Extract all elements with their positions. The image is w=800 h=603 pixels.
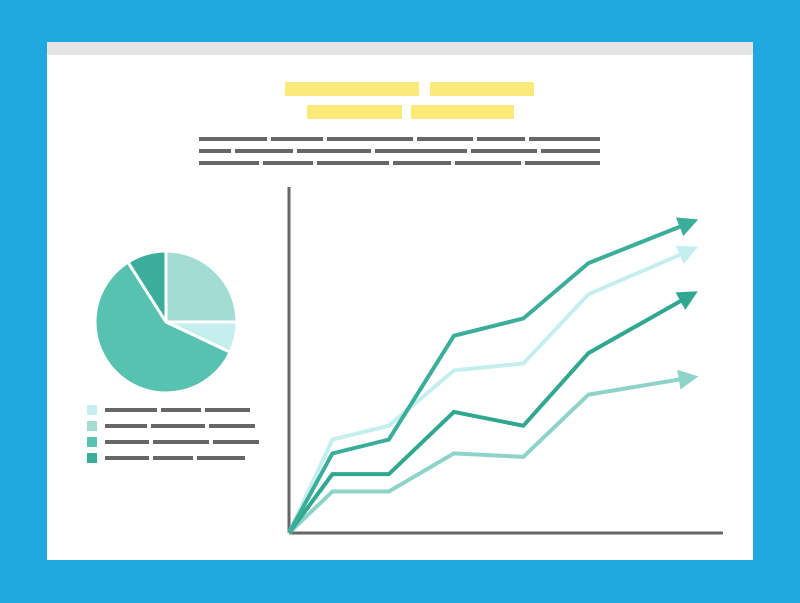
text-line-placeholder [529,137,600,141]
legend-swatch [87,453,97,463]
legend-swatch [87,437,97,447]
pie-slice [93,260,232,395]
series-line [287,292,694,535]
series-line [287,375,693,535]
series-line [287,219,694,534]
text-line-placeholder [199,161,259,165]
legend-label-placeholder [151,424,205,428]
legend-label-placeholder [213,440,259,444]
arrow-head-icon [675,291,698,310]
pie-slice [164,249,239,324]
legend-label-placeholder [153,440,209,444]
legend-label-placeholder [205,408,250,412]
heading-placeholder [307,105,402,119]
text-line-placeholder [297,149,371,153]
text-line-placeholder [541,149,600,153]
series-line [287,247,694,534]
legend-label-placeholder [105,440,149,444]
arrow-head-icon [677,369,699,390]
legend-label-placeholder [105,456,149,460]
legend-label-placeholder [197,456,245,460]
legend-swatch [87,421,97,431]
legend-label-placeholder [153,456,193,460]
heading-placeholder [430,82,534,96]
window-title-bar [47,42,753,55]
text-line-placeholder [327,137,413,141]
text-line-placeholder [271,137,323,141]
text-line-placeholder [471,149,537,153]
pie-slice [126,249,168,324]
text-line-placeholder [235,149,293,153]
text-line-placeholder [525,161,600,165]
heading-placeholder [411,105,514,119]
arrow-head-icon [675,245,699,265]
text-line-placeholder [477,137,525,141]
text-line-placeholder [199,137,267,141]
legend-label-placeholder [209,424,255,428]
text-line-placeholder [417,137,473,141]
legend-swatch [87,405,97,415]
heading-placeholder [285,82,419,96]
text-line-placeholder [455,161,521,165]
text-line-placeholder [393,161,451,165]
text-line-placeholder [375,149,467,153]
text-line-placeholder [199,149,231,153]
legend-label-placeholder [105,408,157,412]
text-line-placeholder [317,161,389,165]
text-line-placeholder [263,161,313,165]
legend-label-placeholder [105,424,147,428]
arrow-head-icon [675,217,699,237]
legend-label-placeholder [161,408,201,412]
